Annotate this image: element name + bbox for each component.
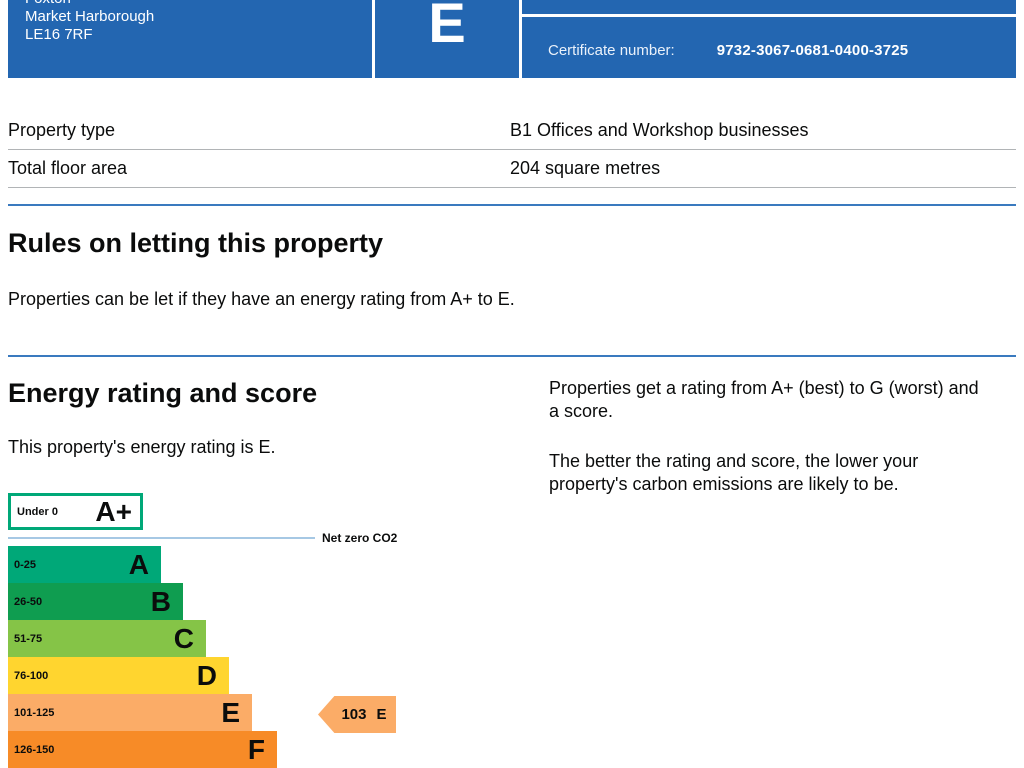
rating-chart-column: Energy rating and score This property's …	[8, 377, 549, 768]
band-f: 126-150 F	[8, 731, 277, 768]
table-row: Total floor area 204 square metres	[8, 150, 1016, 188]
certificate-info-column: Certificate number: 9732-3067-0681-0400-…	[522, 0, 1016, 78]
energy-rating-heading: Energy rating and score	[8, 378, 318, 408]
band-letter: B	[150, 585, 171, 617]
score-band-letter: E	[376, 706, 387, 723]
energy-rating-letter: E	[428, 0, 466, 54]
property-address-box: Foxton Market Harborough LE16 7RF	[8, 0, 372, 78]
band-range-label: 26-50	[14, 595, 43, 608]
certificate-number-row: Certificate number: 9732-3067-0681-0400-…	[522, 17, 1016, 78]
band-letter: F	[247, 733, 265, 765]
header-divider	[372, 0, 375, 78]
band-range-label: 76-100	[14, 669, 49, 682]
band-b: 26-50 B	[8, 583, 183, 620]
floor-area-label: Total floor area	[8, 158, 128, 178]
address-postcode: LE16 7RF	[25, 26, 93, 43]
net-zero-row: Net zero CO2	[8, 530, 549, 546]
band-a: 0-25 A	[8, 546, 161, 583]
header-row-divider	[522, 14, 1016, 17]
certificate-header: Foxton Market Harborough LE16 7RF E Cert…	[8, 0, 1016, 78]
band-range-label: 101-125	[14, 706, 55, 719]
energy-rating-section: Energy rating and score This property's …	[8, 377, 1016, 768]
band-range-label: 0-25	[14, 558, 37, 571]
score-value: 103	[341, 706, 367, 723]
rules-body-text: Properties can be let if they have an en…	[8, 289, 515, 309]
net-zero-line	[8, 537, 315, 539]
band-c: 51-75 C	[8, 620, 206, 657]
section-divider	[8, 204, 1016, 206]
score-marker-arrow: 103 E	[318, 696, 396, 733]
band-a-plus: Under 0 A+	[8, 493, 143, 530]
section-divider	[8, 355, 1016, 357]
table-row: Property type B1 Offices and Workshop bu…	[8, 112, 1016, 150]
address-line-1: Foxton	[25, 0, 372, 8]
rating-info-column: Properties get a rating from A+ (best) t…	[549, 377, 1016, 768]
property-type-label: Property type	[8, 120, 116, 140]
band-e: 101-125 E	[8, 694, 252, 731]
certificate-number-label: Certificate number:	[548, 42, 675, 59]
energy-rating-box: E	[375, 0, 519, 78]
band-range-label: 51-75	[14, 632, 43, 645]
rules-heading: Rules on letting this property	[8, 228, 384, 258]
rating-info-paragraph-1: Properties get a rating from A+ (best) t…	[549, 378, 979, 421]
property-summary-table: Property type B1 Offices and Workshop bu…	[8, 112, 1016, 188]
rating-info-paragraph-2: The better the rating and score, the low…	[549, 451, 919, 494]
band-letter: A+	[95, 495, 132, 527]
valid-until-strip	[522, 0, 1016, 14]
band-range-label: 126-150	[14, 743, 55, 756]
band-letter: C	[173, 622, 194, 654]
band-letter: A	[128, 548, 149, 580]
property-type-value: B1 Offices and Workshop businesses	[510, 120, 809, 140]
header-divider	[519, 0, 522, 78]
address-line-2: Market Harborough	[25, 8, 155, 25]
net-zero-label: Net zero CO2	[322, 531, 398, 545]
band-range-label: Under 0	[17, 505, 58, 518]
property-address: Foxton Market Harborough LE16 7RF	[25, 0, 372, 44]
certificate-number-value: 9732-3067-0681-0400-3725	[716, 42, 909, 59]
band-letter: D	[196, 659, 217, 691]
band-letter: E	[221, 696, 240, 728]
floor-area-value: 204 square metres	[510, 158, 661, 178]
band-d: 76-100 D	[8, 657, 229, 694]
current-rating-text: This property's energy rating is E.	[8, 437, 276, 457]
epc-band-chart: Under 0 A+ Net zero CO2 0-25 A 26-50 B 5…	[8, 493, 549, 768]
